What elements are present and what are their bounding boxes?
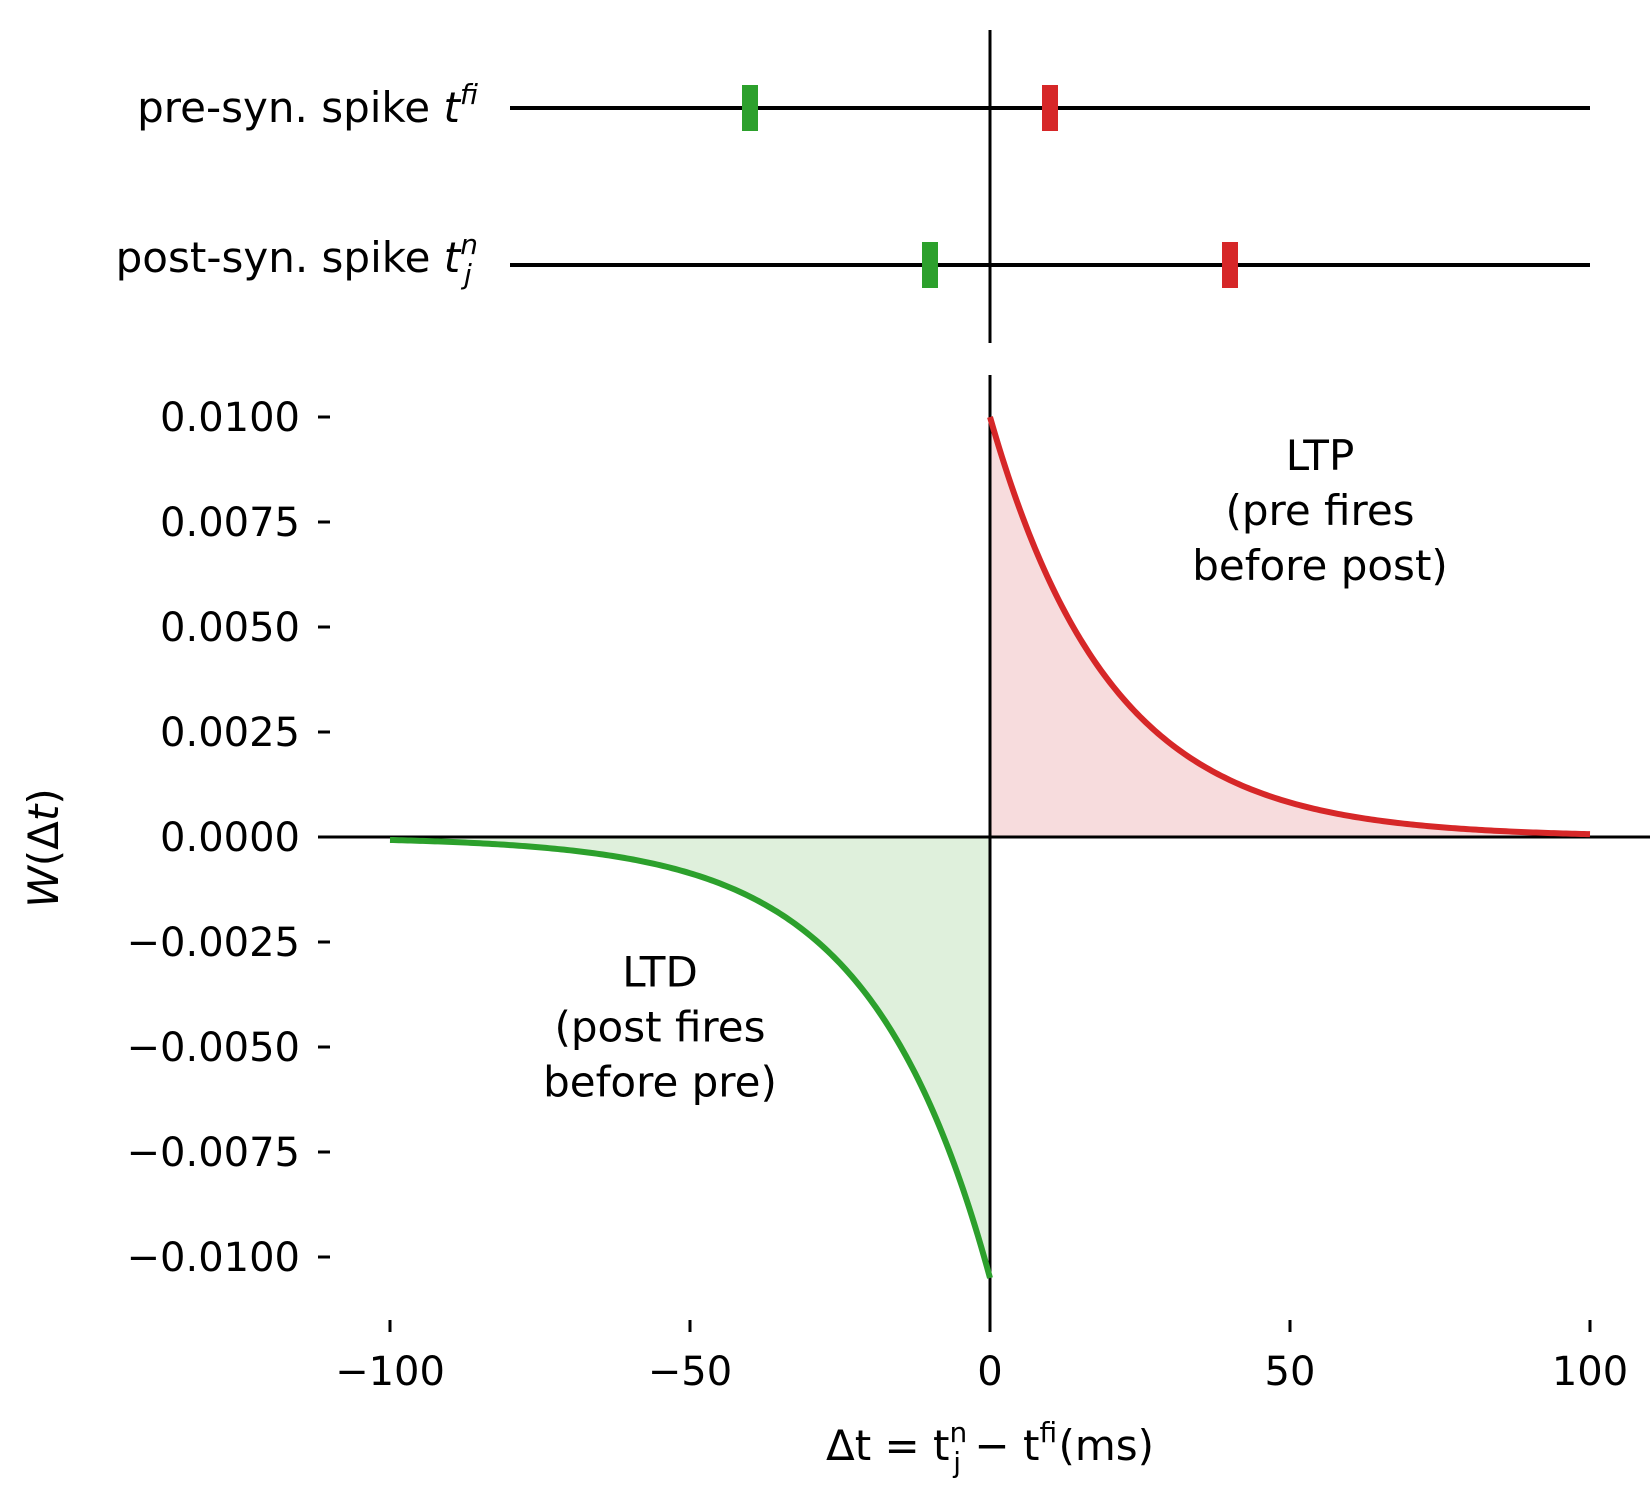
ltd-curve — [389, 836, 993, 1279]
post-spike-label: post-syn. spike tn j — [116, 228, 478, 291]
ltd-area — [390, 837, 990, 1278]
area-fills — [390, 417, 1590, 1278]
y-axis-ticks: 0.0100 0.0075 0.0050 0.0025 0.0000 −0.0025 −0.… — [127, 395, 330, 1281]
stdp-window-panel: 0.0100 0.0075 0.0050 0.0025 0.0000 −0.0025 −0.… — [19, 375, 1650, 1479]
y-tick-label: 0.0025 — [160, 710, 300, 756]
y-axis-label: W(Δt) — [19, 788, 68, 908]
annotation-ltd-line2: before pre) — [543, 1057, 777, 1106]
spike-mark-row1-1 — [1222, 242, 1238, 288]
annotation-ltp-line0: LTP — [1286, 431, 1355, 480]
y-tick-label: −0.0025 — [127, 920, 300, 966]
y-tick-label: −0.0075 — [127, 1130, 300, 1176]
pre-spike-label: pre-syn. spike tfi — [137, 78, 478, 132]
x-axis-label: Δt = tnj − tfi (ms) — [826, 1416, 1154, 1479]
x-tick-label: 100 — [1552, 1349, 1628, 1395]
annotation-ltd-line1: (post fires — [555, 1002, 766, 1051]
x-axis-ticks: −100 −50 0 50 100 — [335, 1320, 1628, 1395]
annotations: LTP (pre fires before post) LTD (post fires b… — [543, 431, 1448, 1107]
spike-mark-row1-0 — [922, 242, 938, 288]
annotation-ltp-line2: before post) — [1192, 541, 1448, 590]
x-tick-label: 0 — [977, 1349, 1002, 1395]
y-tick-label: 0.0100 — [160, 395, 300, 441]
annotation-ltd-line0: LTD — [622, 947, 698, 996]
y-tick-label: −0.0100 — [127, 1235, 300, 1281]
ltp-curve — [987, 416, 1591, 838]
spike-mark-row0-1 — [1042, 85, 1058, 131]
y-tick-label: 0.0000 — [160, 815, 300, 861]
y-tick-label: 0.0075 — [160, 500, 300, 546]
ltp-area — [990, 417, 1590, 837]
spike-train-panel: pre-syn. spike tfi post-syn. spike tnj — [116, 30, 1590, 343]
spike-mark-row0-0 — [742, 85, 758, 131]
x-tick-label: −50 — [648, 1349, 732, 1395]
x-tick-label: −100 — [335, 1349, 445, 1395]
x-tick-label: 50 — [1265, 1349, 1316, 1395]
annotation-ltp-line1: (pre fires — [1225, 486, 1414, 535]
y-tick-label: 0.0050 — [160, 605, 300, 651]
y-tick-label: −0.0050 — [127, 1025, 300, 1071]
stdp-curves — [389, 416, 1591, 1279]
spike-marks — [742, 85, 1238, 288]
